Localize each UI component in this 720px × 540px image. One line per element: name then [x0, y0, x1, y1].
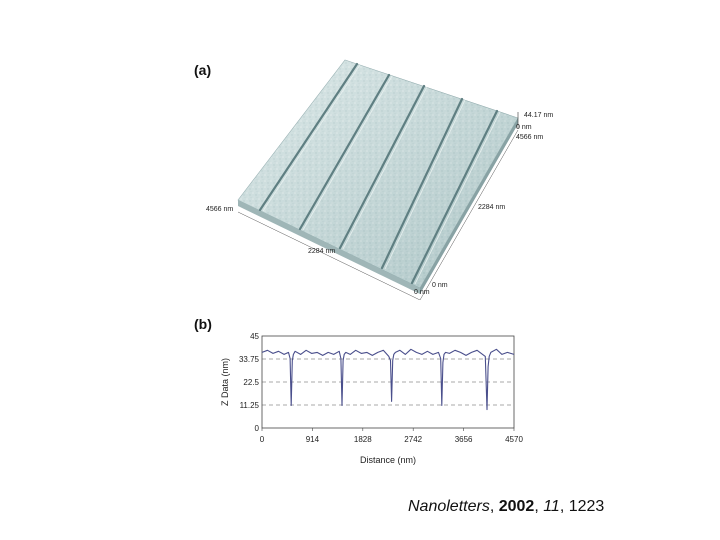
panel-b-label: (b): [194, 316, 212, 332]
afm-3d-surface: [237, 59, 519, 300]
series-line: [261, 348, 515, 411]
afm-front-edge-label: 2284 nm: [308, 248, 336, 255]
y-tick-label: 45: [250, 332, 259, 341]
afm-right-edge-label: 2284 nm: [478, 204, 506, 211]
afm-front-axis: [237, 211, 421, 300]
panel-a-label: (a): [194, 62, 212, 78]
citation-sep-2: ,: [534, 498, 544, 515]
citation-page: 1223: [568, 498, 605, 515]
y-tick-label: 11.25: [240, 401, 260, 410]
x-tick-label: 0: [260, 435, 265, 444]
x-tick-label: 2742: [404, 435, 422, 444]
y-tick-label: 0: [255, 424, 260, 433]
y-axis-label: Z Data (nm): [220, 358, 230, 406]
citation-journal: Nanoletters: [408, 498, 490, 515]
afm-trenches: [258, 62, 499, 285]
x-tick-label: 914: [306, 435, 320, 444]
citation-sep-3: ,: [559, 498, 569, 515]
x-tick-label: 1828: [354, 435, 372, 444]
citation: Nanoletters, 2002, 11, 1223: [408, 498, 604, 516]
afm-right-far-label: 4566 nm: [516, 134, 544, 141]
citation-year: 2002: [498, 498, 535, 515]
y-tick-label: 33.75: [239, 355, 260, 364]
afm-zmax-label: 44.17 nm: [524, 112, 554, 119]
afm-origin-right-label: 0 nm: [432, 282, 448, 289]
x-tick-label: 4570: [505, 435, 523, 444]
y-tick-label: 22.5: [243, 378, 259, 387]
afm-front-edge: [238, 200, 420, 294]
afm-origin-front-label: 0 nm: [414, 289, 430, 296]
afm-right-edge: [420, 118, 518, 294]
afm-zmin-label: 0 nm: [516, 124, 532, 131]
citation-volume: 11: [543, 498, 560, 515]
afm-right-axis: [419, 129, 519, 300]
x-axis-label: Distance (nm): [360, 455, 416, 465]
afm-left-corner-label: 4566 nm: [206, 206, 234, 213]
citation-sep-1: ,: [489, 498, 499, 515]
x-tick-label: 3656: [455, 435, 473, 444]
